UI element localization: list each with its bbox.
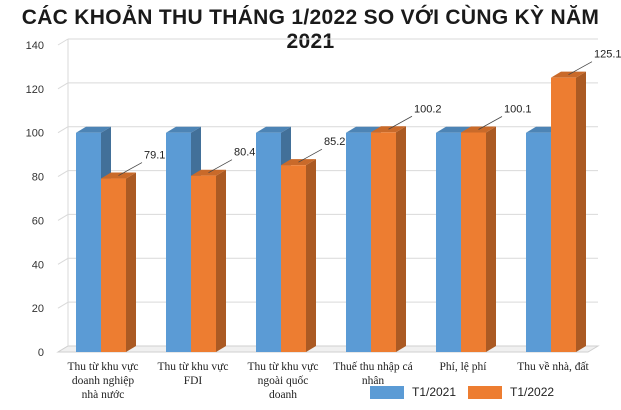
y-tick-label: 0	[38, 347, 44, 359]
gridline-diag-140	[57, 38, 69, 46]
bar-t1-2022-0-front	[101, 178, 126, 352]
y-tick-label: 60	[32, 215, 44, 227]
bar-t1-2022-1-front	[191, 175, 216, 352]
bar-t1-2022-3-side	[396, 126, 406, 352]
bar-t1-2021-4-front	[436, 132, 461, 352]
legend-swatch-t1-2022	[468, 385, 503, 399]
data-label-leader-3	[388, 115, 413, 130]
category-label: Thu từ khu vực	[248, 361, 319, 373]
data-label-leader-5	[568, 61, 593, 76]
chart-floor	[56, 345, 600, 353]
category-label: Thu về nhà, đất	[517, 360, 589, 373]
data-label-0: 79.1	[144, 150, 165, 162]
legend-swatch-t1-2021	[370, 385, 404, 399]
y-tick-label: 40	[32, 259, 44, 271]
bar-t1-2022-0-side	[126, 172, 136, 352]
gridline-diag-120	[57, 82, 69, 90]
bar-t1-2021-5-front	[526, 132, 551, 352]
data-label-leader-4	[478, 116, 503, 130]
gridline-diag-60	[57, 213, 69, 221]
chart-title: CÁC KHOẢN THU THÁNG 1/2022 SO VỚI CÙNG K…	[21, 6, 600, 53]
category-label: Thuế thu nhập cá	[333, 360, 413, 373]
category-label: nhà nước	[82, 389, 125, 401]
bar-t1-2021-1-front	[166, 132, 191, 352]
category-label: nhân	[362, 375, 385, 387]
bar-t1-2022-1-side	[216, 169, 226, 352]
bar-t1-2022-1	[191, 169, 226, 352]
bar-t1-2022-3-front	[371, 132, 396, 352]
bar-t1-2022-3	[371, 126, 406, 352]
bar-t1-2022-5-front	[551, 77, 576, 352]
bar-t1-2022-2-front	[281, 165, 306, 352]
bar-t1-2022-5-side	[576, 71, 586, 352]
legend-label-t1-2021: T1/2021	[412, 385, 457, 399]
bar-t1-2022-4-front	[461, 132, 486, 352]
category-label: ngoài quốc	[258, 374, 309, 387]
data-label-5: 125.1	[594, 49, 621, 61]
gridline-diag-100	[57, 126, 69, 134]
category-label: Thu từ khu vực	[68, 361, 139, 373]
legend-item-t1-2021: T1/2021	[370, 385, 456, 399]
data-label-4: 100.1	[504, 103, 532, 115]
legend-item-t1-2022: T1/2022	[468, 385, 554, 399]
gridline-diag-20	[57, 301, 69, 309]
bar-t1-2021-0-front	[76, 132, 101, 352]
bar-t1-2021-2-top	[256, 126, 291, 133]
bar-t1-2021-3-top	[346, 126, 381, 133]
y-tick-label: 20	[32, 303, 44, 315]
bar-t1-2022-5	[551, 71, 586, 352]
legend: T1/2021 T1/2022	[370, 385, 554, 399]
data-label-1: 80.4	[234, 147, 255, 159]
y-tick-label: 100	[26, 128, 44, 140]
data-label-3: 100.2	[414, 103, 442, 115]
bar-t1-2022-2	[281, 159, 316, 352]
legend-label-t1-2022: T1/2022	[510, 385, 555, 399]
bar-t1-2021-3-front	[346, 132, 371, 352]
bar-t1-2021-4-top	[436, 126, 471, 133]
data-label-2: 85.2	[324, 136, 345, 148]
bar-t1-2021-2-front	[256, 132, 281, 352]
category-label: FDI	[184, 375, 203, 387]
category-label: doanh nghiệp	[72, 375, 135, 387]
data-label-leader-2	[298, 148, 323, 163]
category-label: Thu từ khu vực	[158, 361, 229, 373]
gridlines	[57, 38, 598, 353]
bar-t1-2022-2-side	[306, 159, 316, 352]
category-label: Phí, lệ phí	[440, 361, 488, 373]
y-tick-label: 80	[32, 172, 44, 184]
bar-t1-2021-1-top	[166, 126, 201, 133]
bar-t1-2022-4-side	[486, 126, 496, 353]
y-tick-label: 120	[26, 84, 44, 96]
bar-t1-2022-4	[461, 126, 496, 353]
data-label-leader-0	[118, 162, 143, 176]
gridline-diag-80	[57, 170, 69, 178]
bar-t1-2021-0-top	[76, 126, 111, 133]
bar-t1-2022-0	[101, 172, 136, 352]
y-tick-label: 140	[26, 40, 44, 52]
gridline-diag-40	[57, 257, 69, 265]
data-label-leader-1	[208, 159, 233, 174]
category-label: doanh	[269, 389, 297, 401]
